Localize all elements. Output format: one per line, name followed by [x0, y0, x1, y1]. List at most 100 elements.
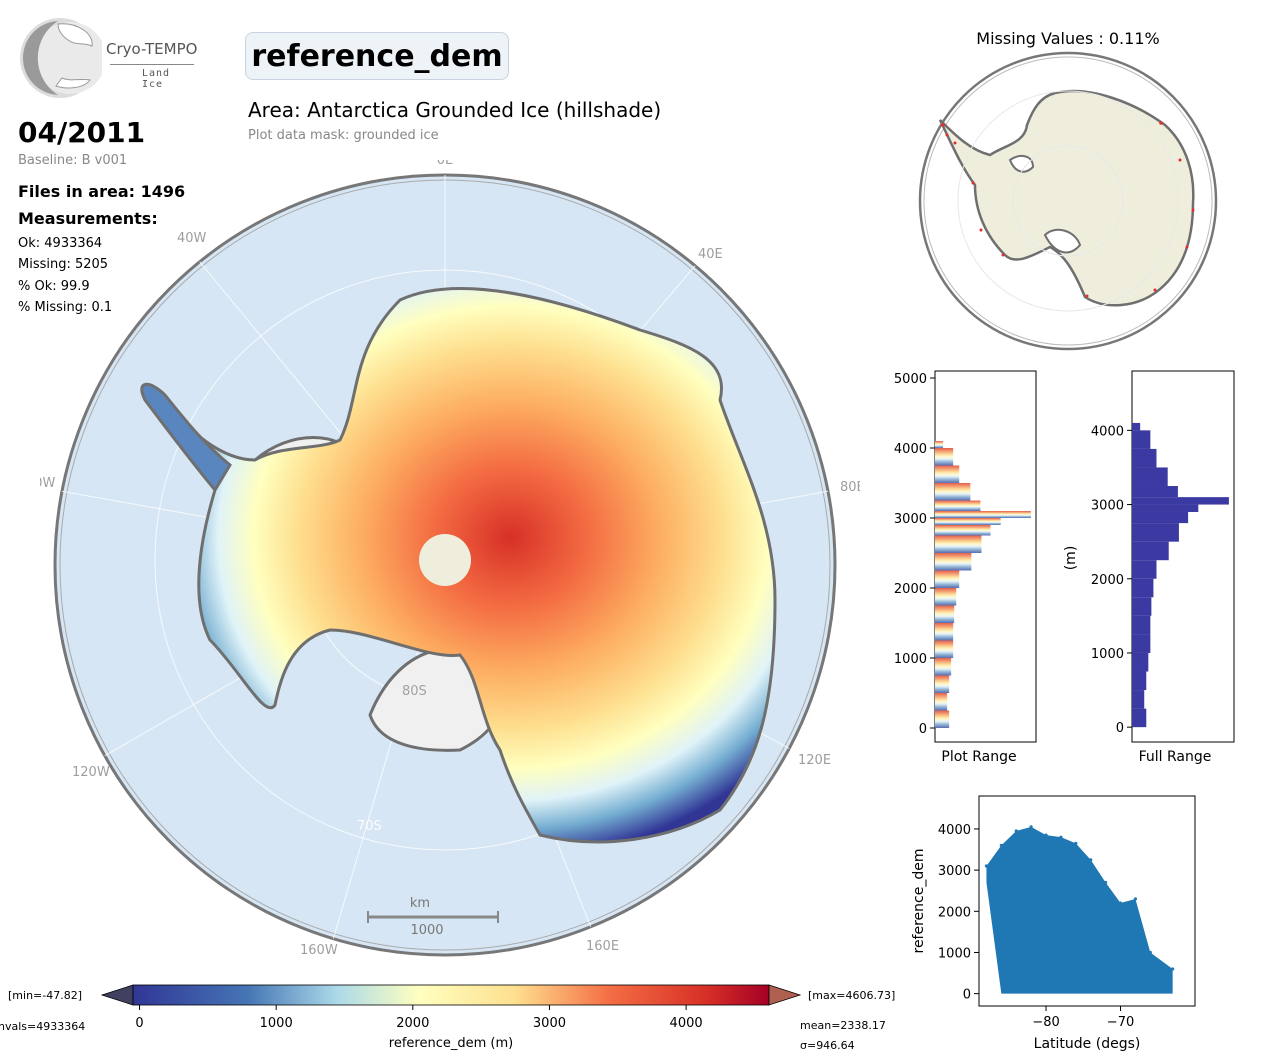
scatter-ytick-label: 0	[963, 988, 971, 1003]
lon-label-120w: 120W	[72, 765, 110, 780]
hist-tick-label: 1000	[894, 652, 927, 667]
logo-subtitle: Land Ice	[142, 68, 171, 90]
hist-bar	[935, 588, 957, 606]
hist-bar	[1132, 497, 1229, 505]
scatter-point-cloud	[986, 826, 1173, 994]
scatter-point	[1074, 841, 1078, 845]
hist-full-range-ticks: 0 1000 2000 3000 4000	[1091, 424, 1132, 736]
inset-antarctica	[938, 89, 1195, 307]
colorbar-nvals: nvals=4933364	[0, 1020, 85, 1033]
logo-name: Cryo-TEMPO	[106, 40, 198, 58]
hist-plot-range: 0 1000 2000 3000 4000 5000 Plot Range	[894, 370, 1037, 765]
scatter-point	[1059, 835, 1063, 839]
hist-bar	[1132, 448, 1157, 468]
baseline-label: Baseline: B v001	[18, 153, 128, 168]
hist-tick-label: 2000	[894, 582, 927, 597]
hist-bar	[1132, 578, 1154, 598]
hist-tick-label: 0	[1116, 721, 1124, 736]
colorbar-tick-label: 2000	[396, 1016, 429, 1031]
scalebar: km 1000	[367, 896, 499, 938]
hist-full-range: 0 1000 2000 3000 4000 Full Range (m)	[1063, 370, 1235, 765]
measurements-missing: Missing: 5205	[18, 257, 109, 272]
colorbar-tick-label: 0	[135, 1016, 143, 1031]
logo-divider	[110, 64, 194, 65]
lat-label-80s: 80S	[402, 684, 427, 699]
area-title: Area: Antarctica Grounded Ice (hillshade…	[248, 98, 662, 122]
files-in-area: Files in area: 1496	[18, 182, 186, 201]
hist-bar	[1132, 467, 1168, 487]
hist-tick-label: 4000	[1091, 424, 1124, 439]
missing-points	[941, 121, 1195, 298]
hist-bar	[935, 500, 981, 511]
scatter-point	[1148, 950, 1152, 955]
page-title: reference_dem	[245, 32, 509, 80]
colorbar-mean: mean=2338.17	[800, 1019, 886, 1032]
logo: Cryo-TEMPO Land Ice	[18, 16, 198, 100]
hist-bar	[1132, 523, 1179, 542]
hist-bar	[1132, 504, 1199, 512]
scatter-xtick-label: −80	[1032, 1015, 1059, 1030]
scatter-ytick-label: 2000	[938, 905, 971, 920]
hist-plot-range-xlabel: Plot Range	[941, 749, 1016, 765]
colorbar-max: [max=4606.73]	[808, 989, 895, 1002]
hist-bar	[1132, 597, 1152, 616]
scatter-point	[1171, 967, 1175, 971]
lon-label-0e: 0E	[437, 160, 454, 168]
lon-label-160w: 160W	[300, 943, 338, 958]
hist-bar	[935, 525, 991, 536]
hist-bar	[935, 640, 954, 658]
colorbar-tick-label: 3000	[533, 1016, 566, 1031]
pole-hole	[419, 534, 471, 586]
scatter-outliers	[984, 825, 1175, 971]
scatter-point	[1118, 901, 1123, 905]
scalebar-unit: km	[410, 896, 430, 911]
hist-bar	[1132, 708, 1147, 728]
colorbar-label: reference_dem (m)	[389, 1036, 513, 1051]
hist-bar	[935, 693, 948, 711]
scatter-point	[1089, 858, 1093, 862]
hist-tick-label: 3000	[1091, 499, 1124, 514]
scatter-point	[1029, 825, 1033, 829]
hist-tick-label: 5000	[894, 372, 927, 387]
hist-bar	[1132, 560, 1157, 579]
lon-label-40e: 40E	[698, 247, 723, 262]
colorbar-sigma: σ=946.64	[800, 1039, 855, 1052]
hist-tick-label: 0	[919, 722, 927, 737]
hist-bar	[1132, 486, 1178, 498]
scatter-point	[1133, 897, 1138, 901]
measurements-pct-missing: % Missing: 0.1	[18, 300, 113, 315]
hist-bar	[935, 511, 1031, 518]
hist-bar	[1132, 652, 1149, 672]
colorbar-tick-label: 1000	[260, 1016, 293, 1031]
scatter-ytick-label: 1000	[938, 946, 971, 961]
inset-map: Missing Values : 0.11%	[918, 29, 1218, 351]
hist-bar	[935, 658, 952, 676]
hist-full-range-xlabel: Full Range	[1139, 749, 1212, 765]
hist-bar	[935, 710, 950, 728]
scatter-point	[999, 843, 1003, 848]
colorbar-tick-label: 4000	[670, 1016, 703, 1031]
logo-globe-icon	[20, 18, 106, 98]
scatter-xtick-label: −70	[1107, 1015, 1134, 1030]
hist-bar	[935, 535, 982, 553]
hist-tick-label: 2000	[1091, 573, 1124, 588]
hist-bar	[1132, 671, 1147, 691]
lon-label-80w: 80W	[40, 476, 56, 491]
colorbar-ticks: 0 1000 2000 3000 4000	[135, 1005, 703, 1031]
antarctic-peninsula	[140, 382, 232, 493]
measurements-heading: Measurements:	[18, 209, 158, 228]
scalebar-value: 1000	[410, 923, 443, 938]
hist-bar	[935, 623, 954, 641]
hist-bar	[935, 483, 971, 501]
colorbar: 0 1000 2000 3000 4000 reference_dem (m) [min…	[0, 984, 895, 1052]
date-label: 04/2011	[18, 116, 146, 149]
scatter-point	[984, 864, 989, 868]
hist-bar	[1132, 615, 1151, 635]
mask-text: Plot data mask: grounded ice	[248, 128, 439, 143]
lon-label-120e: 120E	[798, 753, 831, 768]
hist-tick-label: 1000	[1091, 647, 1124, 662]
measurements-ok: Ok: 4933364	[18, 236, 103, 251]
hist-tick-label: 3000	[894, 512, 927, 527]
hist-full-range-ylabel: (m)	[1063, 546, 1079, 571]
